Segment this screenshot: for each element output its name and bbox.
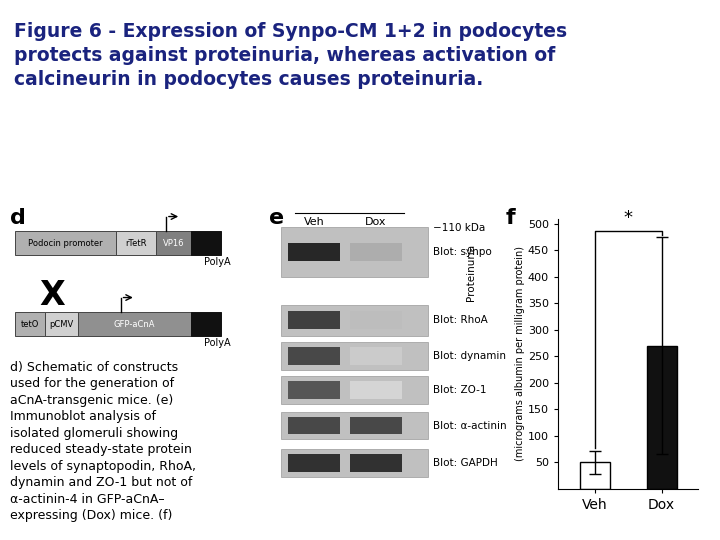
Text: PolyA: PolyA <box>204 338 230 348</box>
Text: Blot: ZO-1: Blot: ZO-1 <box>433 385 486 395</box>
Bar <box>349 311 402 329</box>
Text: VP16: VP16 <box>163 239 184 248</box>
Bar <box>349 454 402 472</box>
Bar <box>281 376 428 404</box>
Text: tetO: tetO <box>21 320 39 329</box>
Bar <box>349 243 402 261</box>
Text: Blot: dynamin: Blot: dynamin <box>433 351 505 361</box>
Text: Blot: synpo: Blot: synpo <box>433 247 492 257</box>
Text: pCMV: pCMV <box>49 320 73 329</box>
Text: *: * <box>624 208 633 227</box>
Text: PolyA: PolyA <box>204 257 230 267</box>
Bar <box>288 311 340 329</box>
Bar <box>288 243 340 261</box>
Bar <box>288 454 340 472</box>
Bar <box>349 347 402 365</box>
Bar <box>192 231 222 255</box>
Bar <box>45 312 78 336</box>
Bar <box>288 417 340 434</box>
Bar <box>281 305 428 335</box>
Text: Dox: Dox <box>365 217 387 227</box>
Bar <box>281 342 428 369</box>
Text: d: d <box>10 208 26 228</box>
Bar <box>14 312 45 336</box>
Text: d) Schematic of constructs
used for the generation of
aCnA-transgenic mice. (e)
: d) Schematic of constructs used for the … <box>10 361 196 522</box>
Bar <box>647 346 677 489</box>
Text: X: X <box>40 279 66 313</box>
Text: Figure 6 - Expression of Synpo-CM 1+2 in podocytes
protects against proteinuria,: Figure 6 - Expression of Synpo-CM 1+2 in… <box>14 22 567 89</box>
Bar <box>281 227 428 278</box>
Bar <box>288 347 340 365</box>
Text: −110 kDa: −110 kDa <box>433 223 485 233</box>
Bar <box>192 312 222 336</box>
Bar <box>156 231 191 255</box>
Text: Blot: GAPDH: Blot: GAPDH <box>433 458 498 468</box>
Y-axis label: (micrograms albumin per milligram protein): (micrograms albumin per milligram protei… <box>515 246 525 461</box>
Text: Proteinuria: Proteinuria <box>466 244 476 301</box>
Bar <box>288 381 340 399</box>
Text: GFP-aCnA: GFP-aCnA <box>114 320 156 329</box>
Bar <box>281 449 428 477</box>
Bar <box>349 381 402 399</box>
Bar <box>580 462 610 489</box>
Text: Podocin promoter: Podocin promoter <box>28 239 102 248</box>
Text: Blot: α-actinin: Blot: α-actinin <box>433 421 506 430</box>
Bar <box>281 411 428 440</box>
Text: rTetR: rTetR <box>125 239 146 248</box>
Bar <box>14 231 116 255</box>
Text: e: e <box>269 208 284 228</box>
Text: Veh: Veh <box>304 217 324 227</box>
Bar <box>115 231 156 255</box>
Bar <box>78 312 192 336</box>
Text: Blot: RhoA: Blot: RhoA <box>433 315 487 325</box>
Bar <box>349 417 402 434</box>
Text: f: f <box>506 208 516 228</box>
